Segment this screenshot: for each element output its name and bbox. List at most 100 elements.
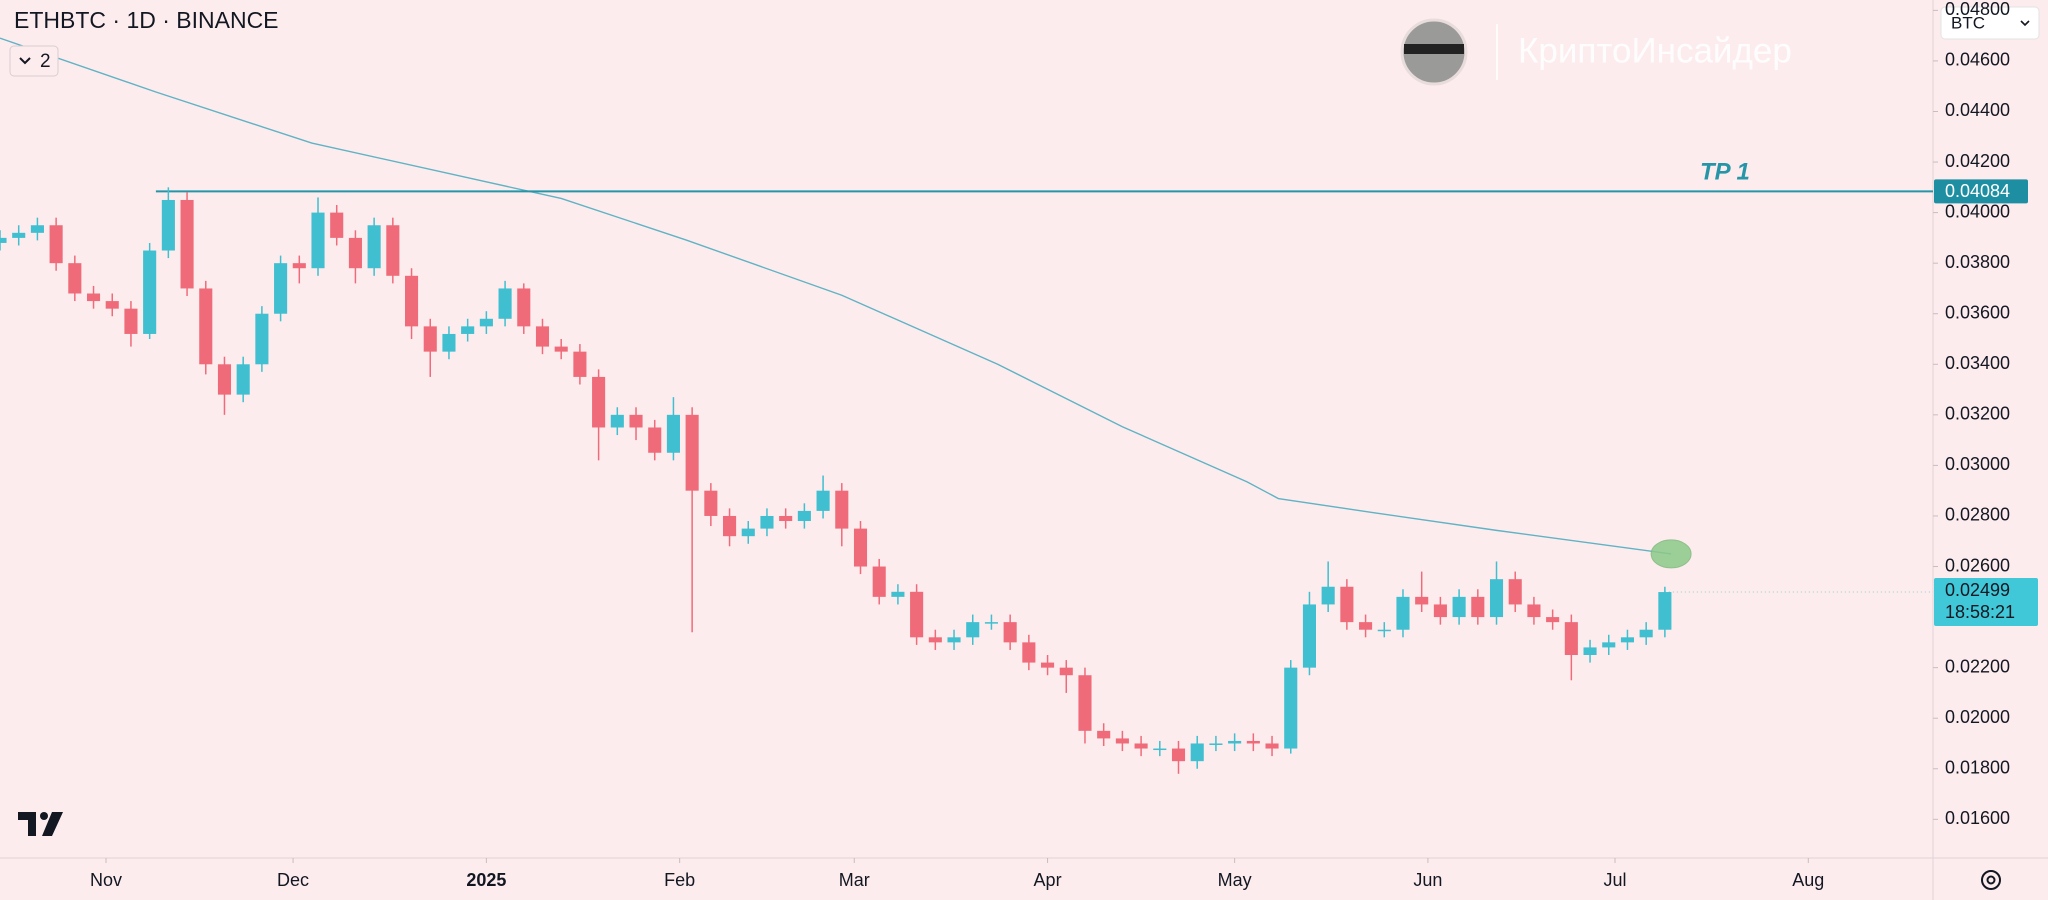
candle-body bbox=[535, 326, 550, 347]
candle-body bbox=[367, 225, 381, 269]
candle-body bbox=[1639, 629, 1653, 638]
candle-body bbox=[853, 528, 868, 567]
countdown-label: 18:58:21 bbox=[1945, 602, 2015, 622]
candle-body bbox=[928, 637, 942, 643]
y-tick-label: 0.04800 bbox=[1945, 0, 2010, 19]
last-price-tag bbox=[1934, 578, 2038, 627]
watermark-text: КриптоИнсайдер bbox=[1518, 31, 1792, 70]
candle-body bbox=[666, 414, 680, 453]
candle-body bbox=[910, 591, 924, 638]
tradingview-logo bbox=[18, 812, 63, 836]
y-tick-label: 0.03000 bbox=[1945, 454, 2010, 474]
candle-body bbox=[1489, 579, 1504, 618]
candle-body bbox=[311, 212, 325, 269]
candle-body bbox=[1340, 586, 1354, 623]
candle-body bbox=[386, 225, 400, 276]
candle-body bbox=[1022, 642, 1036, 663]
y-tick-label: 0.02800 bbox=[1945, 505, 2010, 525]
level-price-label: 0.04084 bbox=[1945, 181, 2010, 201]
x-tick-label: May bbox=[1218, 870, 1252, 890]
y-tick-label: 0.02200 bbox=[1945, 656, 2010, 676]
candle-body bbox=[461, 326, 475, 334]
last-price-label: 0.02499 bbox=[1945, 580, 2010, 600]
target-marker bbox=[1650, 539, 1692, 569]
candle-body bbox=[236, 364, 250, 395]
candle-body bbox=[1359, 622, 1373, 630]
candle-body bbox=[1321, 586, 1335, 605]
candle-body bbox=[1003, 622, 1017, 643]
candle-body bbox=[685, 414, 699, 491]
candle-body bbox=[1471, 596, 1485, 618]
candle-body bbox=[1396, 596, 1410, 630]
candle-body bbox=[255, 313, 269, 365]
candle-body bbox=[1527, 604, 1541, 618]
candle-body bbox=[274, 263, 288, 314]
currency-label: BTC bbox=[1951, 13, 1985, 32]
candle-body bbox=[217, 364, 232, 395]
candle-body bbox=[760, 515, 774, 529]
y-tick-label: 0.03200 bbox=[1945, 404, 2010, 424]
candle-body bbox=[1452, 596, 1466, 618]
candle-body bbox=[68, 263, 82, 294]
x-tick-label: 2025 bbox=[466, 870, 506, 890]
plot-area bbox=[0, 37, 1933, 774]
candle-body bbox=[1059, 667, 1073, 676]
logo-part bbox=[18, 812, 36, 836]
x-tick-label: Apr bbox=[1034, 870, 1062, 890]
candle-body bbox=[947, 637, 961, 643]
candle-body bbox=[1097, 730, 1111, 739]
candle-body bbox=[1302, 604, 1316, 668]
candle-body bbox=[1583, 647, 1597, 656]
candle-body bbox=[1190, 743, 1204, 762]
currency-select[interactable] bbox=[1940, 6, 2040, 40]
candle-body bbox=[404, 275, 419, 327]
settings-icon[interactable] bbox=[1981, 870, 2001, 890]
candle-body bbox=[704, 490, 718, 516]
candle-body bbox=[1171, 748, 1186, 762]
candle-body bbox=[1115, 738, 1129, 744]
candle-body bbox=[479, 318, 493, 327]
candle-body bbox=[1153, 748, 1167, 751]
candle-body bbox=[1246, 740, 1260, 744]
y-tick-label: 0.03600 bbox=[1945, 302, 2010, 322]
candle-body bbox=[330, 212, 344, 238]
candle-body bbox=[610, 414, 624, 428]
candle-body bbox=[723, 515, 737, 537]
candle-body bbox=[199, 288, 213, 365]
candle-body bbox=[161, 199, 175, 251]
candle-body bbox=[554, 346, 568, 352]
logo-part bbox=[42, 812, 63, 836]
candle-body bbox=[1508, 579, 1522, 605]
candle-body bbox=[1228, 740, 1242, 744]
x-tick-label: Jun bbox=[1413, 870, 1442, 890]
y-tick-label: 0.04600 bbox=[1945, 50, 2010, 70]
candle-body bbox=[1041, 662, 1055, 668]
x-tick-label: Feb bbox=[664, 870, 695, 890]
candle-body bbox=[1078, 675, 1092, 731]
x-tick-label: Aug bbox=[1792, 870, 1824, 890]
candle-body bbox=[1546, 617, 1560, 623]
moving-average-line bbox=[0, 37, 1672, 555]
candle-body bbox=[1433, 604, 1447, 618]
avatar-band bbox=[1404, 44, 1464, 54]
candle-body bbox=[180, 199, 194, 289]
indicator-toggle[interactable] bbox=[9, 45, 59, 77]
indicator-count: 2 bbox=[40, 51, 51, 72]
candle-body bbox=[797, 510, 811, 522]
level-label: TP 1 bbox=[1700, 159, 1750, 186]
candle-body bbox=[1658, 592, 1672, 630]
candle-body bbox=[1209, 743, 1223, 745]
candle-body bbox=[0, 237, 7, 243]
candle-body bbox=[629, 414, 643, 428]
candle-body bbox=[143, 250, 157, 334]
candle-body bbox=[86, 293, 101, 302]
y-tick-label: 0.01600 bbox=[1945, 808, 2010, 828]
candle-body bbox=[423, 326, 437, 352]
candle-body bbox=[12, 232, 26, 238]
candle-body bbox=[592, 376, 606, 428]
y-tick-label: 0.03800 bbox=[1945, 252, 2010, 272]
candle-body bbox=[872, 566, 886, 597]
candle-body bbox=[891, 591, 905, 597]
